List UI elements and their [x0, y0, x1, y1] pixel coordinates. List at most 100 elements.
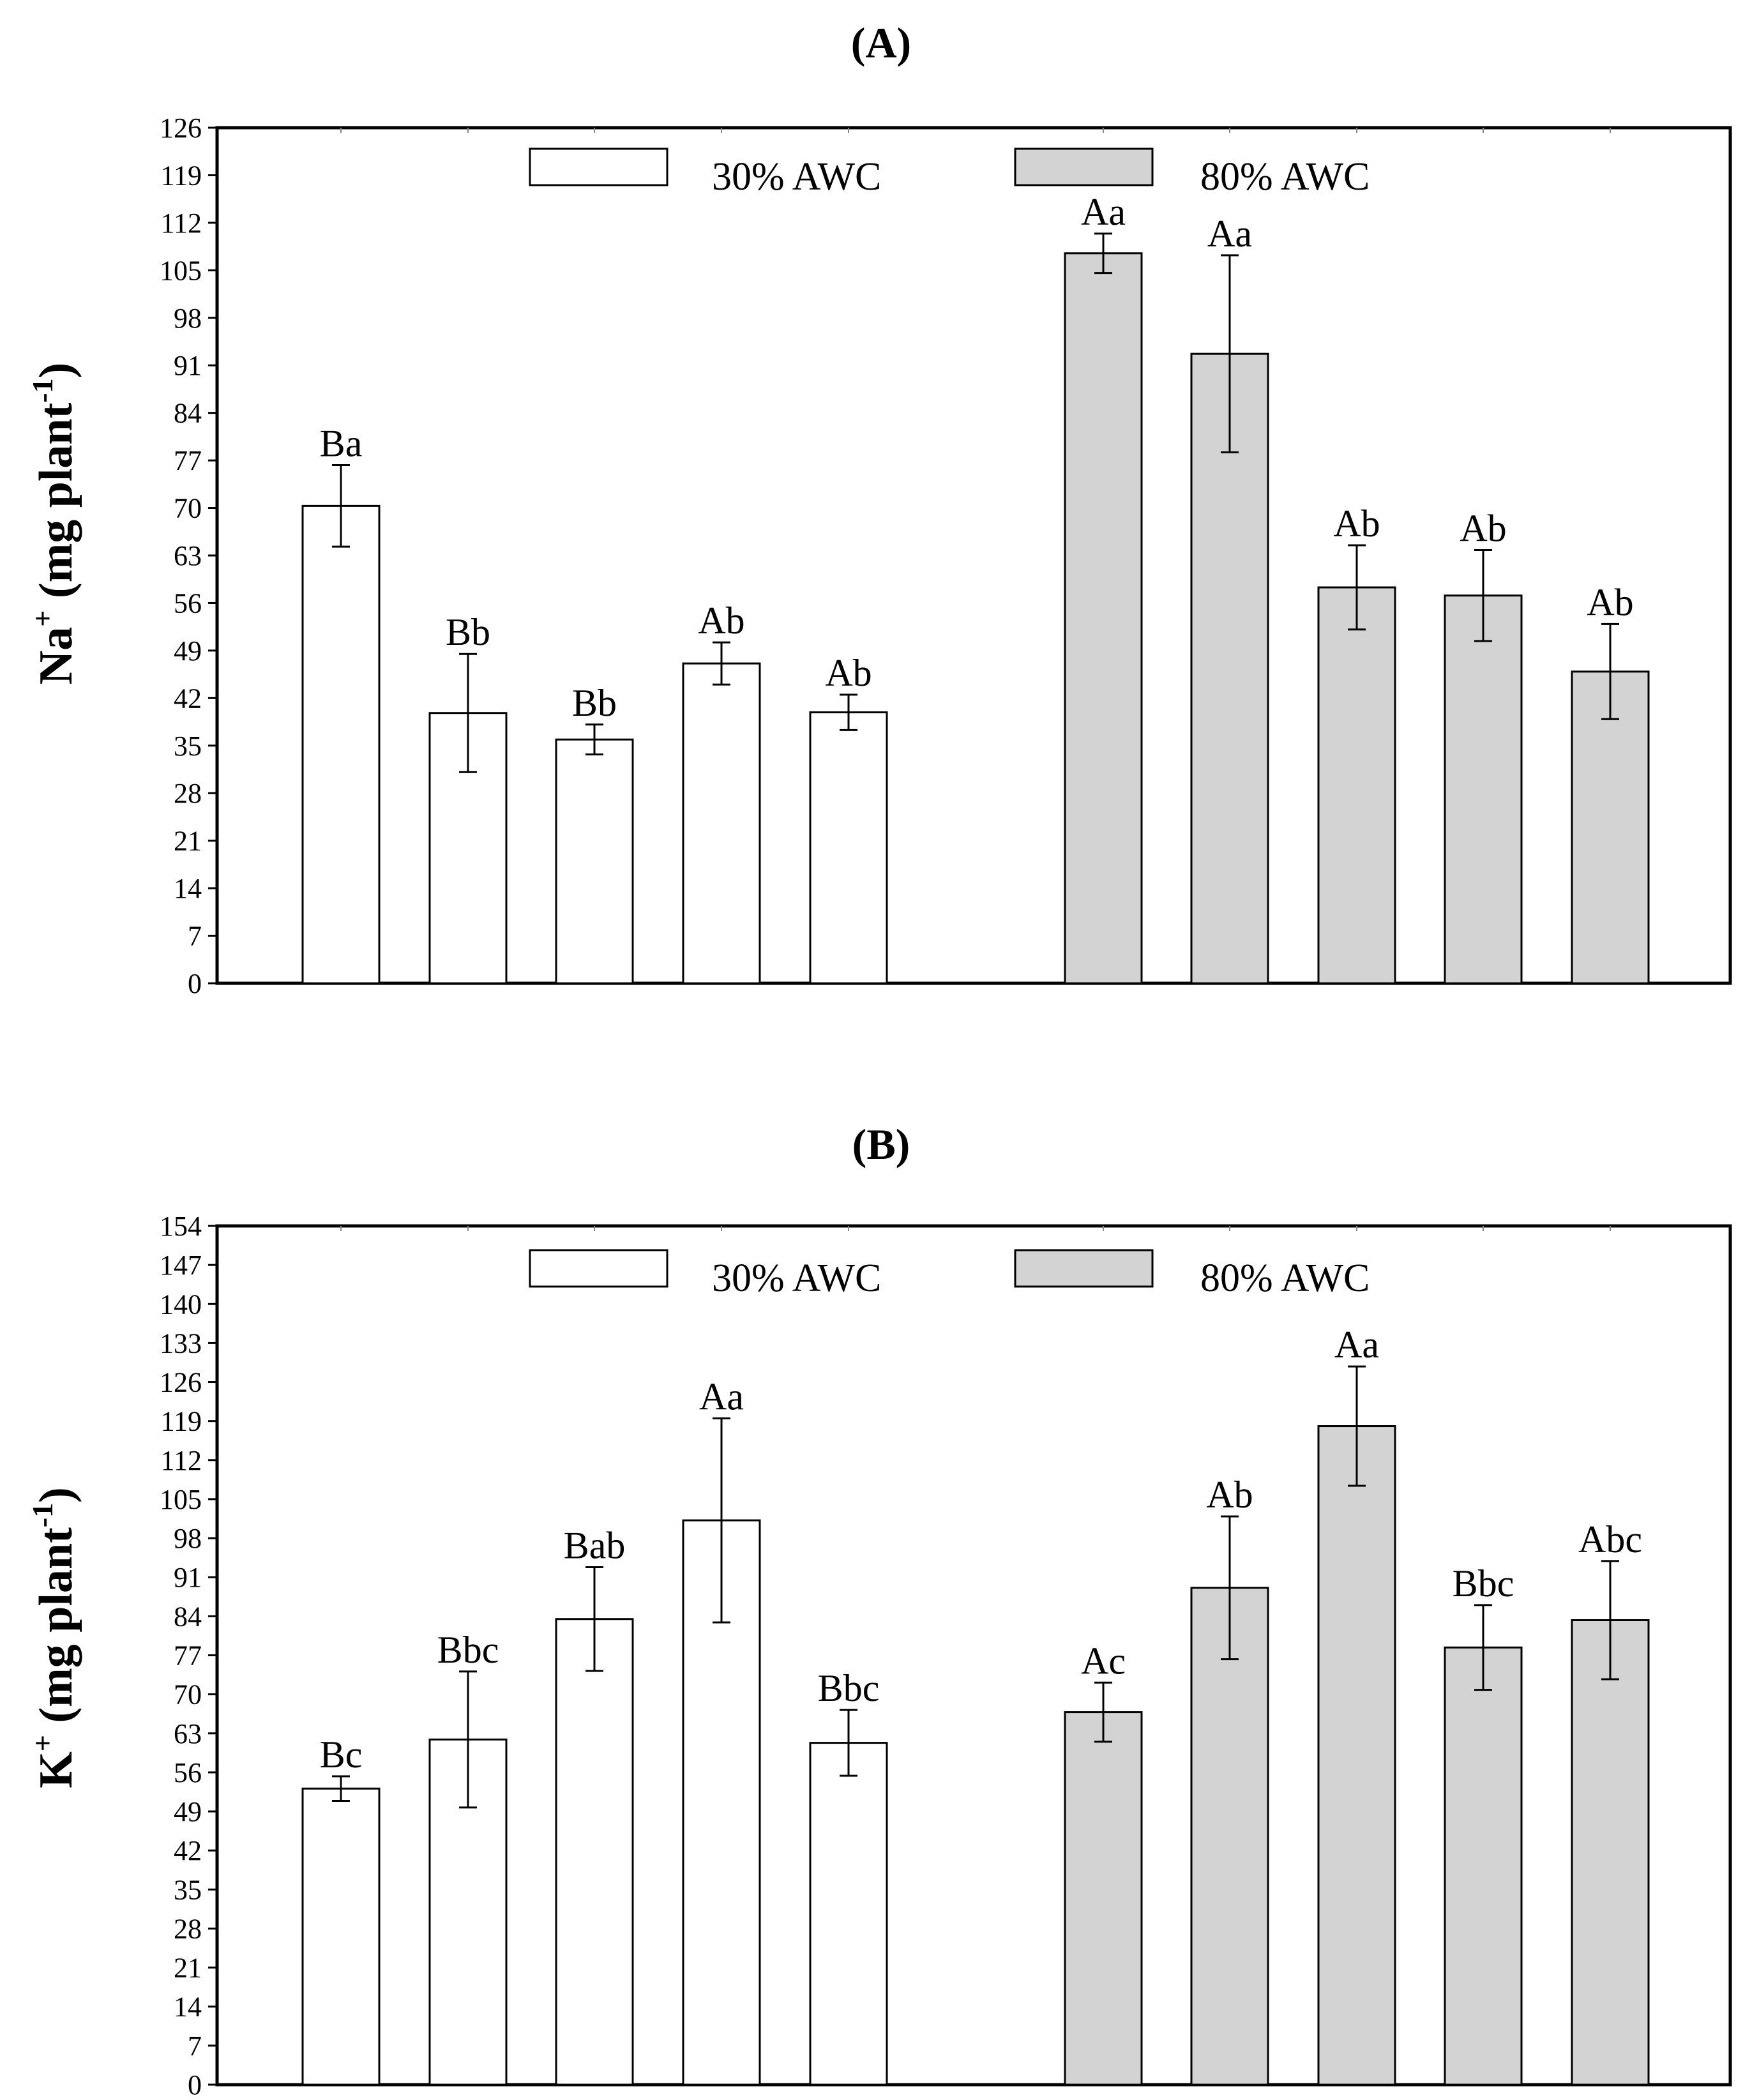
panel-b-legend-label-30: 30% AWC: [712, 1257, 881, 1300]
panel-b-bar-30awc: [555, 1618, 634, 2086]
panel-b-y-tick-label: 98: [174, 1523, 202, 1554]
panel-b-significance-letter: Aa: [1334, 1324, 1379, 1366]
panel-b-y-tick-label: 35: [174, 1874, 202, 1905]
panel-b-y-tick-label: 14: [174, 1991, 202, 2023]
panel-a-title: (A): [851, 19, 911, 67]
panel-b-ylabel-ion: K: [30, 1751, 82, 1788]
panel-a: (A) Na+ (mg plant-1) 0 7 14 21 28 35 42 49 56 63 7…: [26, 19, 1732, 999]
panel-a-ylabel: Na+ (mg plant-1): [26, 363, 82, 684]
panel-a-y-tick-label: 35: [174, 730, 202, 762]
panel-b-significance-letter: Bbc: [437, 1629, 499, 1671]
panel-a-y-tick-label: 91: [174, 350, 202, 381]
panel-a-bar-30awc: [301, 504, 381, 985]
panel-b-y-tick-label: 77: [174, 1640, 202, 1672]
panel-a-y-tick-label: 112: [161, 208, 202, 239]
panel-a-ylabel-unit: (mg plant: [30, 402, 82, 610]
panel-b-y-tick-label: 63: [174, 1718, 202, 1749]
panel-a-legend-swatch-30: [529, 147, 668, 186]
panel-a-ylabel-ion: Na: [30, 627, 82, 684]
panel-a-y-tick-label: 28: [174, 778, 202, 809]
panel-b-significance-letter: Abc: [1578, 1518, 1642, 1560]
panel-b-bar-80awc: [1571, 1619, 1650, 2086]
panel-b-bar-80awc: [1190, 1587, 1269, 2086]
panel-a-significance-letter: Ab: [1333, 502, 1380, 545]
panel-a-y-tick-label: 56: [174, 587, 202, 619]
panel-b-legend: 30% AWC 80% AWC: [529, 1249, 1370, 1300]
panel-b-y-tick-label: 28: [174, 1913, 202, 1944]
panel-a-ylabel-close: ): [30, 363, 82, 379]
panel-b-y-tick-label: 84: [174, 1601, 202, 1632]
panel-b-y-tick-label: 105: [160, 1484, 202, 1515]
panel-b-y-tick-label: 140: [160, 1288, 202, 1320]
panel-b-y-tick-label: 133: [160, 1327, 202, 1359]
panel-b-bar-80awc: [1064, 1711, 1143, 2086]
panel-b-y-tick-label: 126: [160, 1367, 202, 1398]
panel-b-ylabel-charge: +: [26, 1735, 59, 1751]
panel-a-legend: 30% AWC 80% AWC: [529, 147, 1370, 199]
panel-b-y-tick-label: 21: [174, 1953, 202, 1984]
panel-b: (B) K+ (mg plant-1) 0 7 14 21 28 35 42 49 56 63 70…: [26, 1120, 1732, 2100]
panel-a-bar-80awc: [1444, 594, 1523, 985]
panel-b-y-tick-label: 7: [188, 2030, 202, 2062]
panel-a-bar-30awc: [682, 662, 761, 985]
panel-a-y-tick-label: 98: [174, 303, 202, 334]
panel-b-significance-letter: Bbc: [818, 1667, 880, 1709]
panel-a-significance-letter: Aa: [1081, 191, 1126, 233]
panel-b-ylabel-unit: (mg plant: [30, 1527, 82, 1735]
panel-a-y-tick-label: 77: [174, 445, 202, 476]
panel-b-significance-letter: Bc: [320, 1734, 363, 1776]
panel-a-significance-letter: Ab: [1460, 507, 1506, 549]
panel-b-y-tick-label: 42: [174, 1835, 202, 1866]
panel-b-legend-label-80: 80% AWC: [1200, 1257, 1370, 1300]
panel-b-y-tick-label: 49: [174, 1796, 202, 1827]
panel-a-significance-letter: Ba: [320, 423, 363, 465]
panel-b-y-tick-label: 0: [188, 2069, 202, 2097]
panel-a-y-tick-label: 63: [174, 540, 202, 571]
panel-a-significance-letter: Bb: [572, 682, 617, 724]
panel-a-significance-letter: Bb: [446, 611, 490, 653]
panel-a-y-tick-label: 70: [174, 493, 202, 524]
panel-a-bar-80awc: [1317, 586, 1396, 985]
panel-b-ylabel-exp: -1: [26, 1503, 59, 1527]
panel-a-bar-80awc: [1064, 252, 1143, 985]
panel-b-y-tick-label: 91: [174, 1562, 202, 1593]
panel-a-significance-letter: Ab: [698, 600, 744, 642]
panel-a-y-tick-label: 0: [188, 968, 202, 999]
panel-a-y-tick-label: 119: [161, 160, 202, 191]
panel-a-significance-letter: Aa: [1207, 213, 1252, 255]
panel-a-y-tick-label: 49: [174, 635, 202, 667]
panel-b-y-tick-label: 70: [174, 1679, 202, 1711]
panel-b-bar-30awc: [301, 1787, 381, 2086]
panel-b-title: (B): [852, 1120, 910, 1168]
panel-a-legend-label-30: 30% AWC: [712, 155, 881, 199]
panel-a-bar-30awc: [809, 711, 888, 985]
panel-a-significance-letter: Ab: [1587, 581, 1633, 623]
panel-b-y-tick-label: 112: [161, 1445, 202, 1476]
panel-b-ylabel-close: ): [30, 1487, 82, 1503]
panel-b-plot: 0 7 14 21 28 35 42 49 56 63 70 77 84 91 98 105 112 119 126…: [160, 1211, 1732, 2100]
panel-b-significance-letter: Bab: [564, 1525, 626, 1567]
panel-a-y-tick-label: 126: [160, 112, 202, 144]
panel-b-legend-swatch-80: [1014, 1249, 1154, 1288]
panel-a-legend-label-80: 80% AWC: [1200, 155, 1370, 199]
panel-b-significance-letter: Aa: [699, 1375, 744, 1417]
panel-a-y-tick-label: 42: [174, 683, 202, 714]
panel-a-ylabel-exp: -1: [26, 378, 59, 402]
panel-a-plot: 0 7 14 21 28 35 42 49 56 63 70 77 84 91 98 105 112 119 126…: [160, 112, 1732, 999]
panel-a-y-tick-label: 14: [174, 873, 202, 904]
panel-b-significance-letter: Bbc: [1453, 1562, 1514, 1605]
panel-b-bar-30awc: [809, 1742, 888, 2086]
panel-b-bar-80awc: [1317, 1425, 1396, 2086]
panel-a-y-tick-label: 84: [174, 398, 202, 429]
panel-b-y-tick-label: 119: [161, 1406, 202, 1437]
panel-a-y-tick-label: 21: [174, 826, 202, 857]
panel-b-bar-80awc: [1444, 1646, 1523, 2086]
panel-a-significance-letter: Ab: [825, 652, 872, 694]
panel-a-bar-80awc: [1571, 670, 1650, 985]
panel-a-ylabel-charge: +: [26, 610, 59, 627]
panel-a-legend-swatch-80: [1014, 147, 1154, 186]
panel-a-y-tick-label: 105: [160, 255, 202, 286]
panel-b-y-tick-label: 147: [160, 1250, 202, 1281]
